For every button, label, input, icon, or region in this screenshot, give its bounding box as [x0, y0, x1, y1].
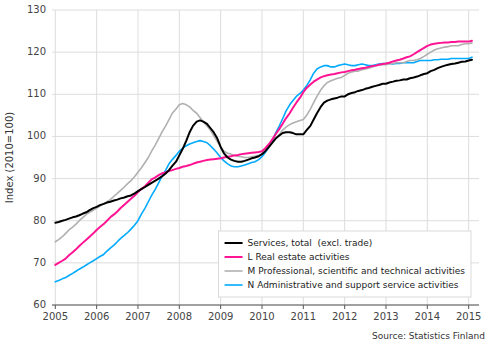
grid [52, 10, 479, 305]
x-tick [179, 305, 180, 309]
y-grid-line [52, 94, 479, 95]
y-tick-label: 120 [27, 46, 46, 57]
x-tick [427, 305, 428, 309]
x-grid-line [96, 10, 97, 305]
x-tick [137, 305, 138, 309]
legend-swatch [225, 270, 243, 272]
legend-box [219, 231, 471, 297]
x-tick-label: 2010 [249, 311, 274, 322]
y-tick-label: 110 [27, 88, 46, 99]
x-axis-line [52, 305, 479, 306]
x-grid-line [137, 10, 138, 305]
x-tick [303, 305, 304, 309]
chart: 60 70 80 90 100 110 120 130 2005 2006 2007 2008 2009… [0, 0, 491, 345]
legend-label: N Administrative and support service act… [248, 280, 459, 290]
y-tick-label: 90 [33, 173, 46, 184]
background [0, 0, 491, 345]
x-tick-label: 2011 [291, 311, 316, 322]
x-tick [344, 305, 345, 309]
y-tick-label: 60 [33, 299, 46, 310]
x-tick-label: 2012 [332, 311, 357, 322]
y-tick-label: 80 [33, 215, 46, 226]
x-tick-label: 2005 [43, 311, 68, 322]
x-tick [385, 305, 386, 309]
x-tick [220, 305, 221, 309]
y-grid-line [52, 305, 479, 306]
y-grid-line [52, 10, 479, 11]
legend-swatch [225, 284, 243, 286]
y-tick-label: 130 [27, 4, 46, 15]
legend-swatch [225, 242, 243, 244]
y-grid-line [52, 178, 479, 179]
y-tick-label: 70 [33, 257, 46, 268]
y-tick-label: 100 [27, 130, 46, 141]
legend: Services, total (excl. trade) L Real esta… [219, 231, 471, 297]
x-tick-label: 2006 [84, 311, 109, 322]
x-tick [96, 305, 97, 309]
x-tick-label: 2007 [125, 311, 150, 322]
x-tick [261, 305, 262, 309]
legend-label: M Professional, scientific and technical… [248, 266, 466, 276]
x-tick-label: 2015 [456, 311, 481, 322]
x-tick-label: 2008 [167, 311, 192, 322]
legend-swatch [225, 256, 243, 258]
x-tick [55, 305, 56, 309]
x-tick [468, 305, 469, 309]
legend-label: Services, total (excl. trade) [248, 238, 373, 248]
x-tick-label: 2014 [415, 311, 440, 322]
axes: 60 70 80 90 100 110 120 130 2005 2006 2007 2008 2009… [27, 4, 481, 322]
y-grid-line [52, 136, 479, 137]
x-tick-label: 2013 [373, 311, 398, 322]
x-tick-label: 2009 [208, 311, 233, 322]
y-grid-line [52, 220, 479, 221]
series-line [55, 60, 472, 223]
y-axis-label: Index (2010=100) [4, 112, 15, 204]
legend-label: L Real estate activities [248, 252, 350, 262]
x-grid-line [55, 10, 56, 305]
source-note: Source: Statistics Finland [372, 331, 485, 341]
